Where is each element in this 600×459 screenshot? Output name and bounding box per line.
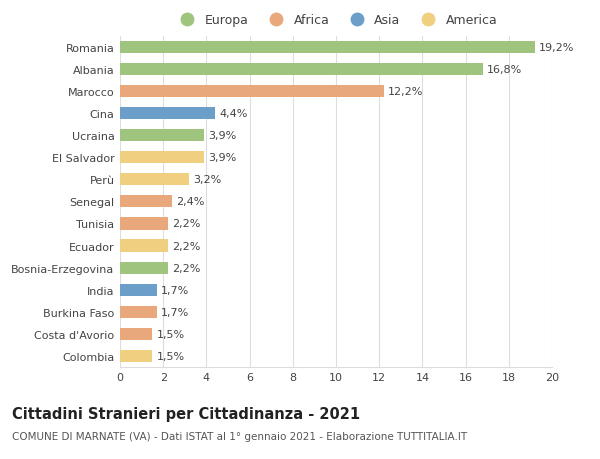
Text: 19,2%: 19,2% (539, 43, 574, 53)
Bar (120, 42, 535, 54)
Text: 1,5%: 1,5% (157, 329, 185, 339)
Bar (120, 108, 215, 120)
Text: 2,2%: 2,2% (172, 219, 200, 229)
Text: Cittadini Stranieri per Cittadinanza - 2021: Cittadini Stranieri per Cittadinanza - 2… (12, 406, 360, 421)
Text: 1,7%: 1,7% (161, 307, 189, 317)
Text: 3,9%: 3,9% (209, 153, 237, 163)
Bar (120, 130, 204, 142)
Bar (120, 196, 172, 208)
Text: 4,4%: 4,4% (220, 109, 248, 119)
Text: 3,9%: 3,9% (209, 131, 237, 141)
Text: COMUNE DI MARNATE (VA) - Dati ISTAT al 1° gennaio 2021 - Elaborazione TUTTITALIA: COMUNE DI MARNATE (VA) - Dati ISTAT al 1… (12, 431, 467, 442)
Bar (120, 350, 152, 362)
Bar (120, 218, 167, 230)
Legend: Europa, Africa, Asia, America: Europa, Africa, Asia, America (175, 14, 497, 27)
Bar (120, 174, 189, 186)
Text: 2,2%: 2,2% (172, 263, 200, 273)
Bar (120, 152, 204, 164)
Bar (120, 240, 167, 252)
Bar (120, 64, 483, 76)
Text: 16,8%: 16,8% (487, 65, 523, 75)
Text: 3,2%: 3,2% (193, 175, 221, 185)
Text: 1,5%: 1,5% (157, 351, 185, 361)
Text: 1,7%: 1,7% (161, 285, 189, 295)
Bar (120, 86, 383, 98)
Bar (120, 262, 167, 274)
Text: 12,2%: 12,2% (388, 87, 423, 97)
Bar (120, 328, 152, 340)
Text: 2,4%: 2,4% (176, 197, 205, 207)
Bar (120, 284, 157, 296)
Bar (120, 306, 157, 318)
Text: 2,2%: 2,2% (172, 241, 200, 251)
